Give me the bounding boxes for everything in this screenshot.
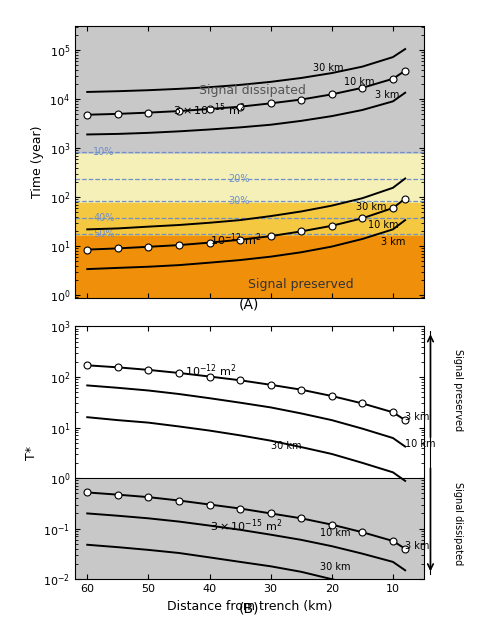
Text: 10 km: 10 km	[368, 220, 399, 230]
Y-axis label: Time (year): Time (year)	[31, 125, 44, 198]
Text: (B): (B)	[239, 601, 259, 615]
Text: $10^{-12}\ \mathrm{m}^2$: $10^{-12}\ \mathrm{m}^2$	[185, 363, 237, 380]
Text: 10%: 10%	[93, 147, 115, 157]
Bar	[75, 26, 423, 154]
Bar	[75, 204, 423, 236]
Text: Signal dissipated: Signal dissipated	[454, 482, 463, 565]
Text: 10 km: 10 km	[344, 77, 375, 88]
Bar	[75, 154, 423, 204]
X-axis label: Distance from trench (km): Distance from trench (km)	[166, 600, 332, 612]
Bar	[75, 326, 423, 478]
Text: $3\times10^{-15}\ \mathrm{m}^2$: $3\times10^{-15}\ \mathrm{m}^2$	[210, 517, 282, 534]
Y-axis label: T*: T*	[25, 446, 38, 460]
Text: $3\times10^{-15}\ \mathrm{m}^2$: $3\times10^{-15}\ \mathrm{m}^2$	[173, 102, 245, 118]
Bar	[75, 478, 423, 579]
Text: 3 km: 3 km	[375, 90, 399, 100]
Text: 50%: 50%	[93, 228, 115, 239]
Text: Signal preserved: Signal preserved	[248, 278, 354, 291]
Text: 10 km: 10 km	[319, 528, 350, 538]
Text: 3 km: 3 km	[405, 412, 429, 422]
Text: 30 km: 30 km	[314, 63, 344, 73]
Text: 30%: 30%	[228, 196, 249, 205]
Text: Signal preserved: Signal preserved	[454, 349, 463, 431]
Text: 3 km: 3 km	[405, 541, 429, 551]
Text: 30 km: 30 km	[319, 563, 350, 572]
Text: (A): (A)	[239, 298, 259, 312]
Text: 30 km: 30 km	[356, 202, 387, 212]
Text: 40%: 40%	[93, 213, 115, 223]
Text: $10^{-12}\ \mathrm{m}^2$: $10^{-12}\ \mathrm{m}^2$	[210, 231, 261, 248]
Bar	[75, 236, 423, 298]
Text: 10 km: 10 km	[405, 438, 436, 449]
Text: Signal dissipated: Signal dissipated	[199, 84, 306, 97]
Text: 30 km: 30 km	[271, 441, 301, 451]
Text: 3 km: 3 km	[381, 237, 405, 247]
Text: 20%: 20%	[228, 175, 249, 184]
